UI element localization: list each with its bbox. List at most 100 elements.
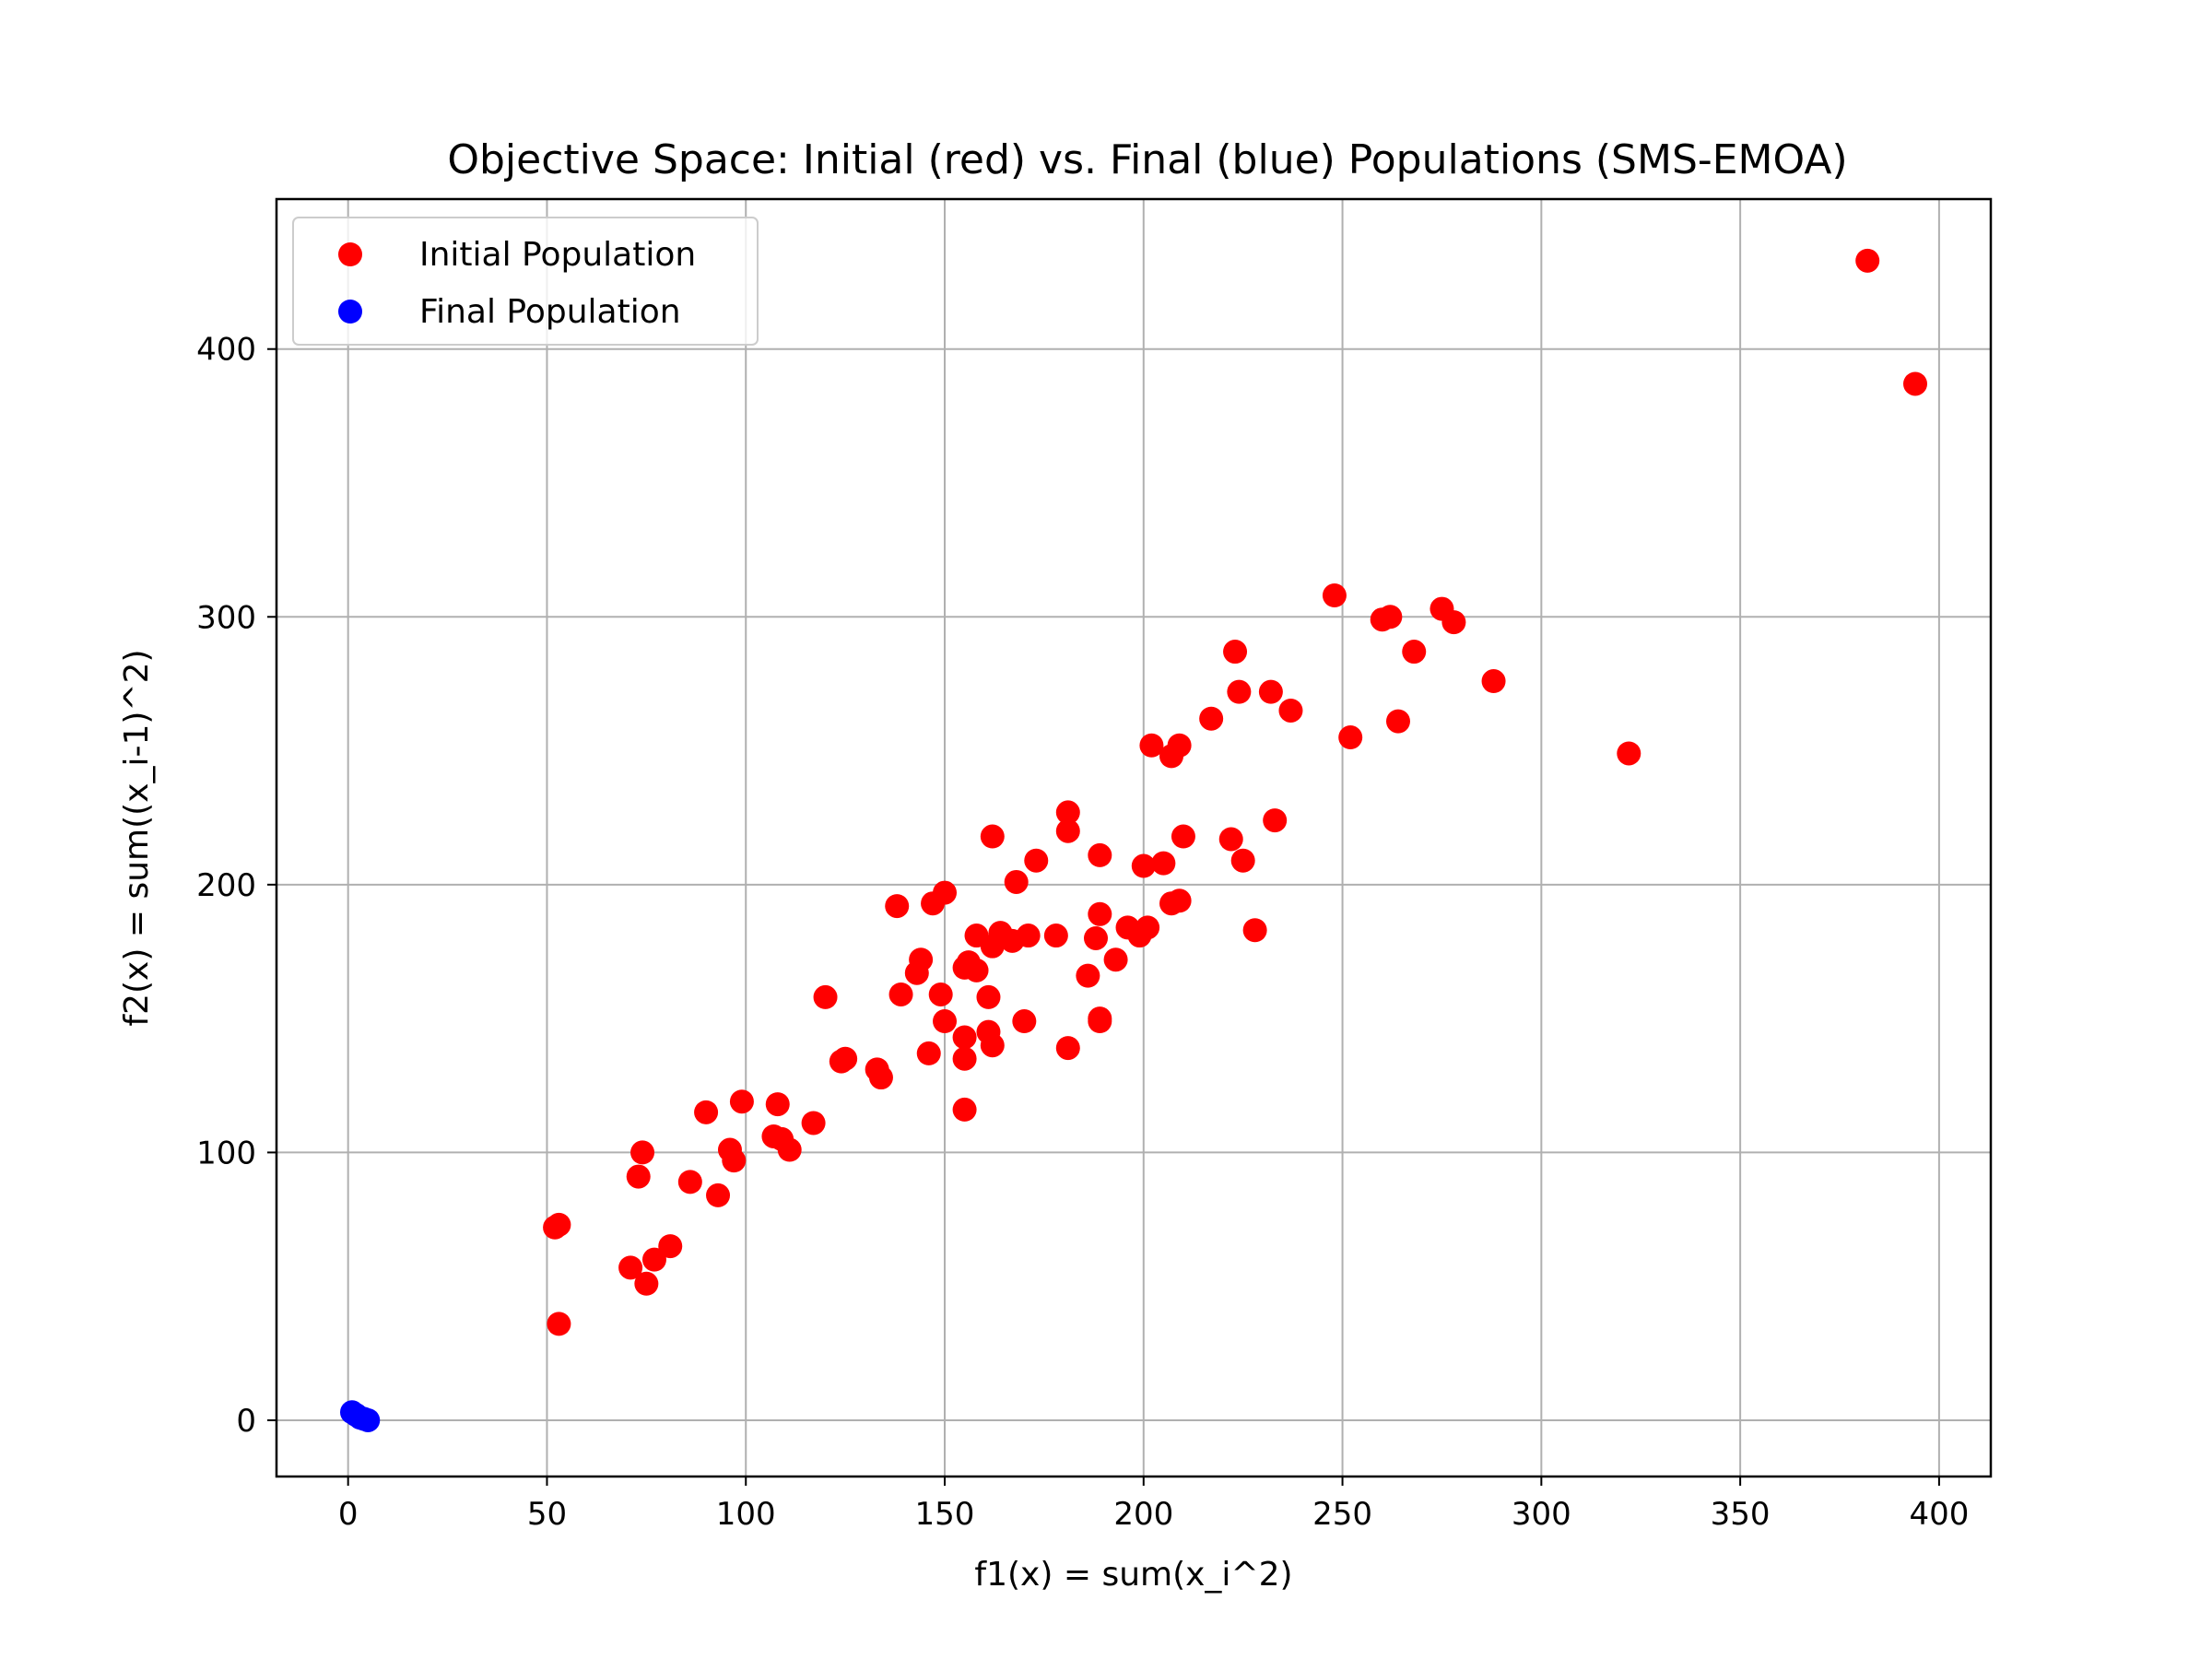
initial-population-point (543, 1215, 568, 1240)
y-tick-label: 200 (196, 867, 256, 904)
y-axis-label: f2(x) = sum((x_i-1)^2) (118, 649, 156, 1026)
initial-population-point (1115, 915, 1140, 940)
initial-population-point (801, 1111, 826, 1135)
initial-population-point (964, 924, 989, 948)
initial-population-point (1199, 706, 1224, 731)
x-tick-label: 200 (1113, 1496, 1173, 1533)
initial-population-point (980, 824, 1005, 849)
initial-population-point (921, 891, 946, 916)
initial-population-point (976, 984, 1001, 1009)
initial-population-point (626, 1164, 651, 1189)
x-tick-label: 150 (915, 1496, 975, 1533)
legend-label-initial: Initial Population (419, 236, 696, 274)
initial-population-point (618, 1255, 643, 1280)
initial-population-point (1385, 709, 1410, 734)
initial-population-point (1617, 741, 1641, 766)
initial-population-point (916, 1041, 941, 1065)
initial-population-point (1230, 848, 1255, 873)
initial-population-point (1903, 371, 1928, 396)
initial-population-point (761, 1124, 786, 1148)
initial-population-point (1338, 725, 1363, 750)
final-population-point (356, 1407, 381, 1432)
legend-marker-initial (338, 242, 362, 266)
initial-population-point (1139, 733, 1164, 758)
initial-population-point (1159, 891, 1183, 916)
initial-population-point (706, 1182, 731, 1207)
y-tick-label: 300 (196, 599, 256, 636)
y-tick-label: 400 (196, 332, 256, 369)
initial-population-point (1043, 924, 1068, 948)
initial-population-point (630, 1140, 655, 1165)
initial-population-point (1481, 669, 1506, 694)
x-axis-label: f1(x) = sum(x_i^2) (974, 1556, 1292, 1594)
legend-box (292, 217, 759, 346)
initial-population-point (1103, 947, 1128, 972)
initial-population-point (1084, 925, 1109, 950)
initial-population-point (1322, 583, 1347, 608)
initial-population-point (1076, 963, 1100, 988)
initial-population-point (1159, 744, 1183, 769)
initial-population-point (1131, 853, 1156, 878)
x-tick-label: 0 (338, 1496, 359, 1533)
initial-population-point (1024, 848, 1049, 873)
initial-population-point (1402, 640, 1427, 665)
legend-label-final: Final Population (419, 293, 681, 331)
initial-population-point (1004, 869, 1029, 894)
initial-population-point (1055, 800, 1080, 825)
plot-frame (275, 197, 1993, 1478)
initial-population-point (765, 1092, 790, 1117)
x-tick-label: 50 (527, 1496, 567, 1533)
legend: Initial Population Final Population (292, 217, 759, 346)
initial-population-point (888, 982, 913, 1006)
y-tick-label: 100 (196, 1135, 256, 1171)
x-tick-label: 400 (1909, 1496, 1969, 1533)
initial-population-point (1088, 842, 1112, 867)
initial-population-point (1055, 818, 1080, 843)
initial-population-point (1855, 248, 1880, 273)
initial-population-point (547, 1312, 571, 1336)
y-tick-label: 0 (236, 1403, 256, 1440)
initial-population-point (1012, 1009, 1037, 1034)
x-tick-label: 300 (1512, 1496, 1571, 1533)
initial-population-point (729, 1089, 754, 1114)
initial-population-point (641, 1247, 666, 1272)
initial-population-point (813, 984, 838, 1009)
legend-marker-final (338, 300, 362, 324)
initial-population-point (1151, 851, 1176, 876)
initial-population-point (658, 1234, 683, 1259)
initial-population-point (1218, 827, 1243, 852)
initial-population-point (1227, 679, 1252, 704)
initial-population-point (933, 1009, 958, 1034)
initial-population-point (1430, 596, 1454, 621)
initial-population-point (1171, 824, 1195, 849)
x-tick-label: 100 (716, 1496, 776, 1533)
initial-population-point (1263, 808, 1288, 833)
initial-population-point (885, 894, 910, 919)
initial-population-point (952, 1097, 977, 1122)
axis-ticks: 0 50 100 150 200 250 300 350 400 0 100 200 300 400 (196, 332, 1969, 1533)
initial-population-point (952, 1046, 977, 1071)
initial-population-point (1223, 640, 1248, 665)
initial-population-point (1258, 679, 1283, 704)
initial-population-point (1278, 698, 1303, 723)
initial-population-point (952, 1025, 977, 1050)
initial-population-point (634, 1271, 659, 1296)
x-tick-label: 250 (1312, 1496, 1372, 1533)
initial-population-point (1055, 1036, 1080, 1061)
initial-population-point (928, 982, 953, 1006)
chart-title: Objective Space: Initial (red) vs. Final… (447, 136, 1847, 183)
grid-lines (276, 199, 1991, 1477)
initial-population-point (976, 1019, 1001, 1044)
initial-population-point (677, 1170, 702, 1194)
x-tick-label: 350 (1711, 1496, 1771, 1533)
initial-population-point (904, 960, 929, 985)
initial-population-point (865, 1057, 889, 1082)
initial-population-point (952, 955, 977, 980)
data-points (339, 248, 1928, 1432)
initial-population-point (1370, 607, 1394, 632)
initial-population-point (694, 1100, 719, 1124)
initial-population-point (1088, 1009, 1112, 1034)
initial-population-point (1088, 901, 1112, 926)
initial-population-point (1242, 918, 1267, 943)
